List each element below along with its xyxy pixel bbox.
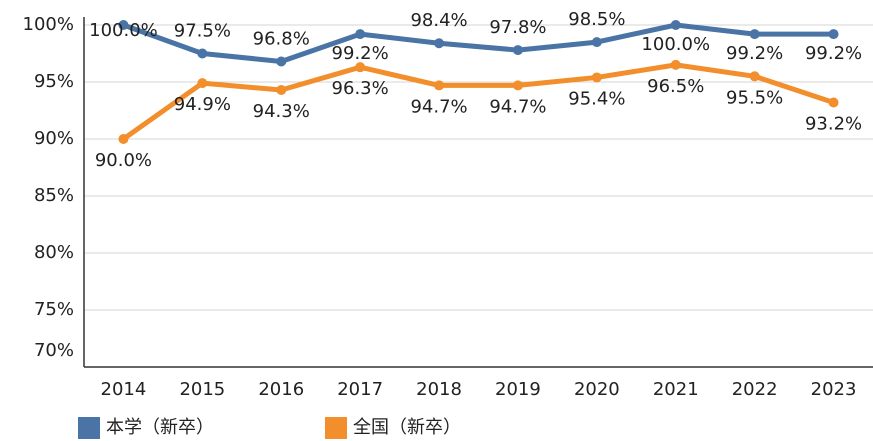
data-label: 99.2% [332, 43, 389, 64]
y-tick-label: 80% [34, 242, 74, 263]
data-label: 100.0% [89, 20, 158, 41]
legend-swatch [325, 417, 347, 439]
x-tick-label: 2019 [495, 379, 541, 400]
data-point [512, 80, 523, 91]
data-label: 97.8% [489, 17, 546, 38]
y-tick-label: 75% [34, 299, 74, 320]
data-point [670, 20, 681, 30]
data-point [828, 29, 839, 40]
data-point [118, 20, 129, 30]
data-label: 98.4% [410, 10, 467, 31]
legend-swatch [78, 417, 100, 439]
data-label: 94.9% [174, 94, 231, 115]
data-label: 94.7% [410, 96, 467, 117]
data-label: 94.3% [253, 101, 310, 122]
y-tick-label: 100% [23, 14, 74, 35]
data-label: 99.2% [726, 43, 783, 64]
x-tick-label: 2018 [416, 379, 462, 400]
y-tick-label: 95% [34, 71, 74, 92]
data-label: 95.4% [568, 88, 625, 109]
data-point [434, 38, 445, 49]
x-tick-label: 2020 [574, 379, 620, 400]
data-point [355, 29, 366, 40]
series-line [122, 22, 834, 64]
legend-label: 全国（新卒） [353, 417, 461, 438]
data-label: 94.7% [489, 96, 546, 117]
data-label: 90.0% [95, 150, 152, 171]
y-tick-label: 90% [34, 128, 74, 149]
y-tick-label: 85% [34, 185, 74, 206]
data-label: 96.8% [253, 28, 310, 49]
data-label: 99.2% [805, 43, 862, 64]
data-point [749, 71, 760, 82]
x-tick-label: 2023 [811, 379, 857, 400]
x-tick-label: 2015 [179, 379, 225, 400]
x-tick-label: 2014 [101, 379, 147, 400]
x-tick-label: 2021 [653, 379, 699, 400]
data-point [276, 56, 287, 67]
data-point [828, 97, 839, 108]
data-label: 93.2% [805, 114, 862, 135]
data-point [197, 48, 208, 59]
data-point [118, 134, 129, 144]
data-point [355, 62, 366, 73]
y-tick-label: 70% [34, 340, 74, 361]
data-label: 95.5% [726, 87, 783, 108]
data-point [749, 29, 760, 40]
data-point [591, 72, 602, 83]
data-label: 98.5% [568, 9, 625, 30]
x-tick-label: 2016 [258, 379, 304, 400]
x-tick-label: 2022 [732, 379, 778, 400]
data-point [512, 45, 523, 56]
data-label: 97.5% [174, 21, 231, 42]
data-point [276, 84, 287, 95]
data-label: 96.5% [647, 76, 704, 97]
data-label: 100.0% [641, 34, 710, 55]
data-point [197, 78, 208, 89]
data-point [670, 59, 681, 70]
series-line [122, 62, 835, 142]
data-point [434, 80, 445, 91]
data-label: 96.3% [332, 78, 389, 99]
legend-label: 本学（新卒） [106, 417, 214, 438]
x-tick-label: 2017 [337, 379, 383, 400]
data-point [591, 37, 602, 48]
